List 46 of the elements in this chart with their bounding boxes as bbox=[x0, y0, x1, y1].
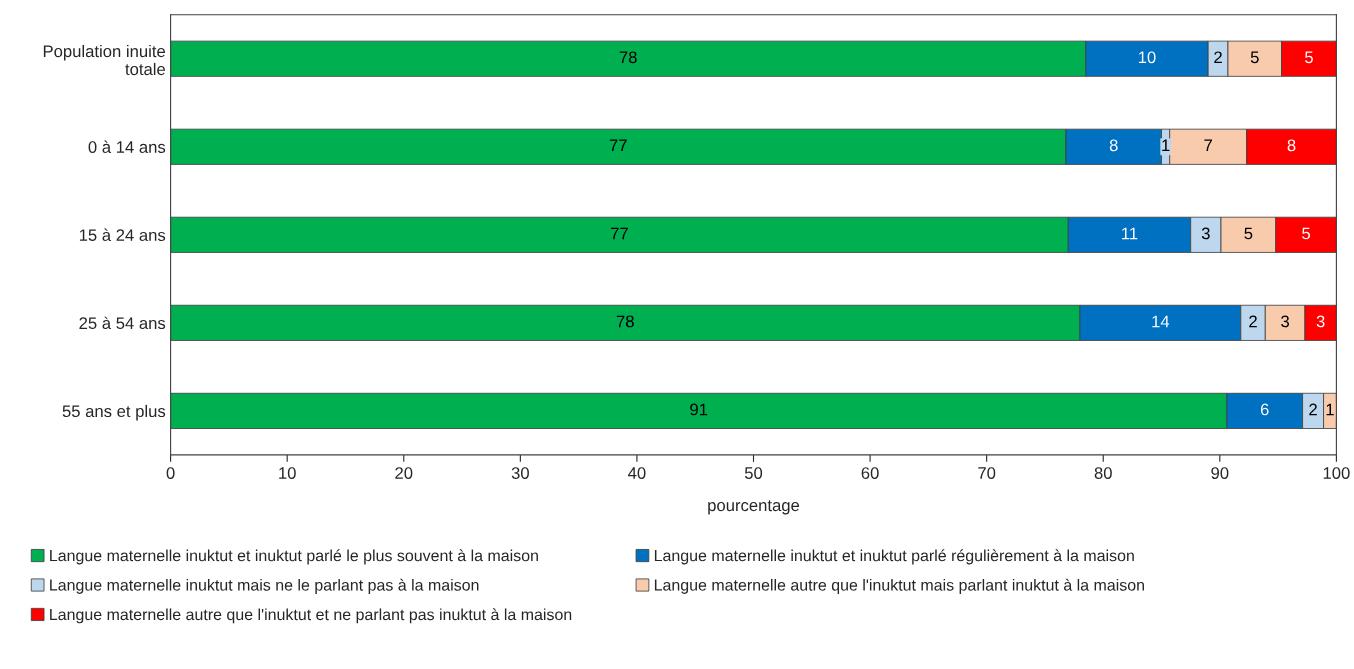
data-label: 2 bbox=[1309, 403, 1317, 416]
data-label: 2 bbox=[1214, 51, 1222, 64]
data-label: 3 bbox=[1316, 315, 1325, 328]
data-label: 91 bbox=[690, 403, 708, 416]
data-label: 11 bbox=[1122, 227, 1138, 240]
data-label: 8 bbox=[1287, 139, 1296, 152]
x-tick-label: 30 bbox=[511, 467, 529, 479]
x-tick-label: 40 bbox=[628, 467, 646, 479]
data-label: 5 bbox=[1244, 227, 1253, 240]
data-label: 5 bbox=[1302, 227, 1311, 240]
y-tick-label: Population inuite totale bbox=[43, 44, 166, 76]
data-label: 6 bbox=[1260, 403, 1269, 416]
data-label: 5 bbox=[1305, 51, 1313, 64]
data-label: 1 bbox=[1326, 403, 1334, 416]
data-label: 7 bbox=[1204, 139, 1212, 152]
y-tick-label: 25 à 54 ans bbox=[79, 316, 166, 330]
data-label: 77 bbox=[609, 139, 627, 152]
data-label: 8 bbox=[1109, 139, 1118, 152]
data-label: 5 bbox=[1250, 51, 1259, 64]
x-tick-label: 50 bbox=[744, 467, 763, 479]
data-label: 3 bbox=[1201, 227, 1210, 240]
data-label: 2 bbox=[1249, 315, 1257, 328]
data-label: 78 bbox=[616, 315, 634, 328]
x-tick-label: 70 bbox=[978, 467, 996, 479]
data-label: 1 bbox=[1162, 139, 1170, 152]
x-tick-label: 10 bbox=[279, 467, 296, 479]
y-tick-label: 0 à 14 ans bbox=[88, 140, 166, 153]
legend-label: Langue maternelle inuktut et inuktut parlé régulièrement à la maison bbox=[654, 549, 1134, 565]
legend-label: Langue maternelle autre que l'inuktut et ne parlant pas inuktut à la maison bbox=[50, 608, 572, 624]
legend-label: Langue maternelle inuktut et inuktut parlé le plus souvent à la maison bbox=[50, 549, 538, 565]
x-axis-title: pourcentage bbox=[708, 500, 800, 515]
x-tick-label: 60 bbox=[861, 467, 879, 479]
data-label: 78 bbox=[619, 51, 637, 64]
x-tick-label: 80 bbox=[1094, 467, 1112, 479]
y-tick-label: 55 ans et plus bbox=[62, 404, 166, 421]
data-label: 14 bbox=[1152, 315, 1170, 328]
legend-label: Langue maternelle inuktut mais ne le parlant pas à la maison bbox=[50, 578, 479, 594]
data-label: 3 bbox=[1281, 315, 1290, 328]
data-label: 10 bbox=[1138, 51, 1156, 64]
x-tick-label: 0 bbox=[166, 467, 175, 479]
data-label: 77 bbox=[611, 227, 628, 240]
y-tick-label: 15 à 24 ans bbox=[79, 228, 166, 242]
x-tick-label: 20 bbox=[395, 467, 413, 479]
x-tick-label: 90 bbox=[1211, 467, 1229, 479]
x-tick-label: 100 bbox=[1323, 467, 1350, 479]
legend-label: Langue maternelle autre que l'inuktut mais parlant inuktut à la maison bbox=[654, 578, 1144, 594]
